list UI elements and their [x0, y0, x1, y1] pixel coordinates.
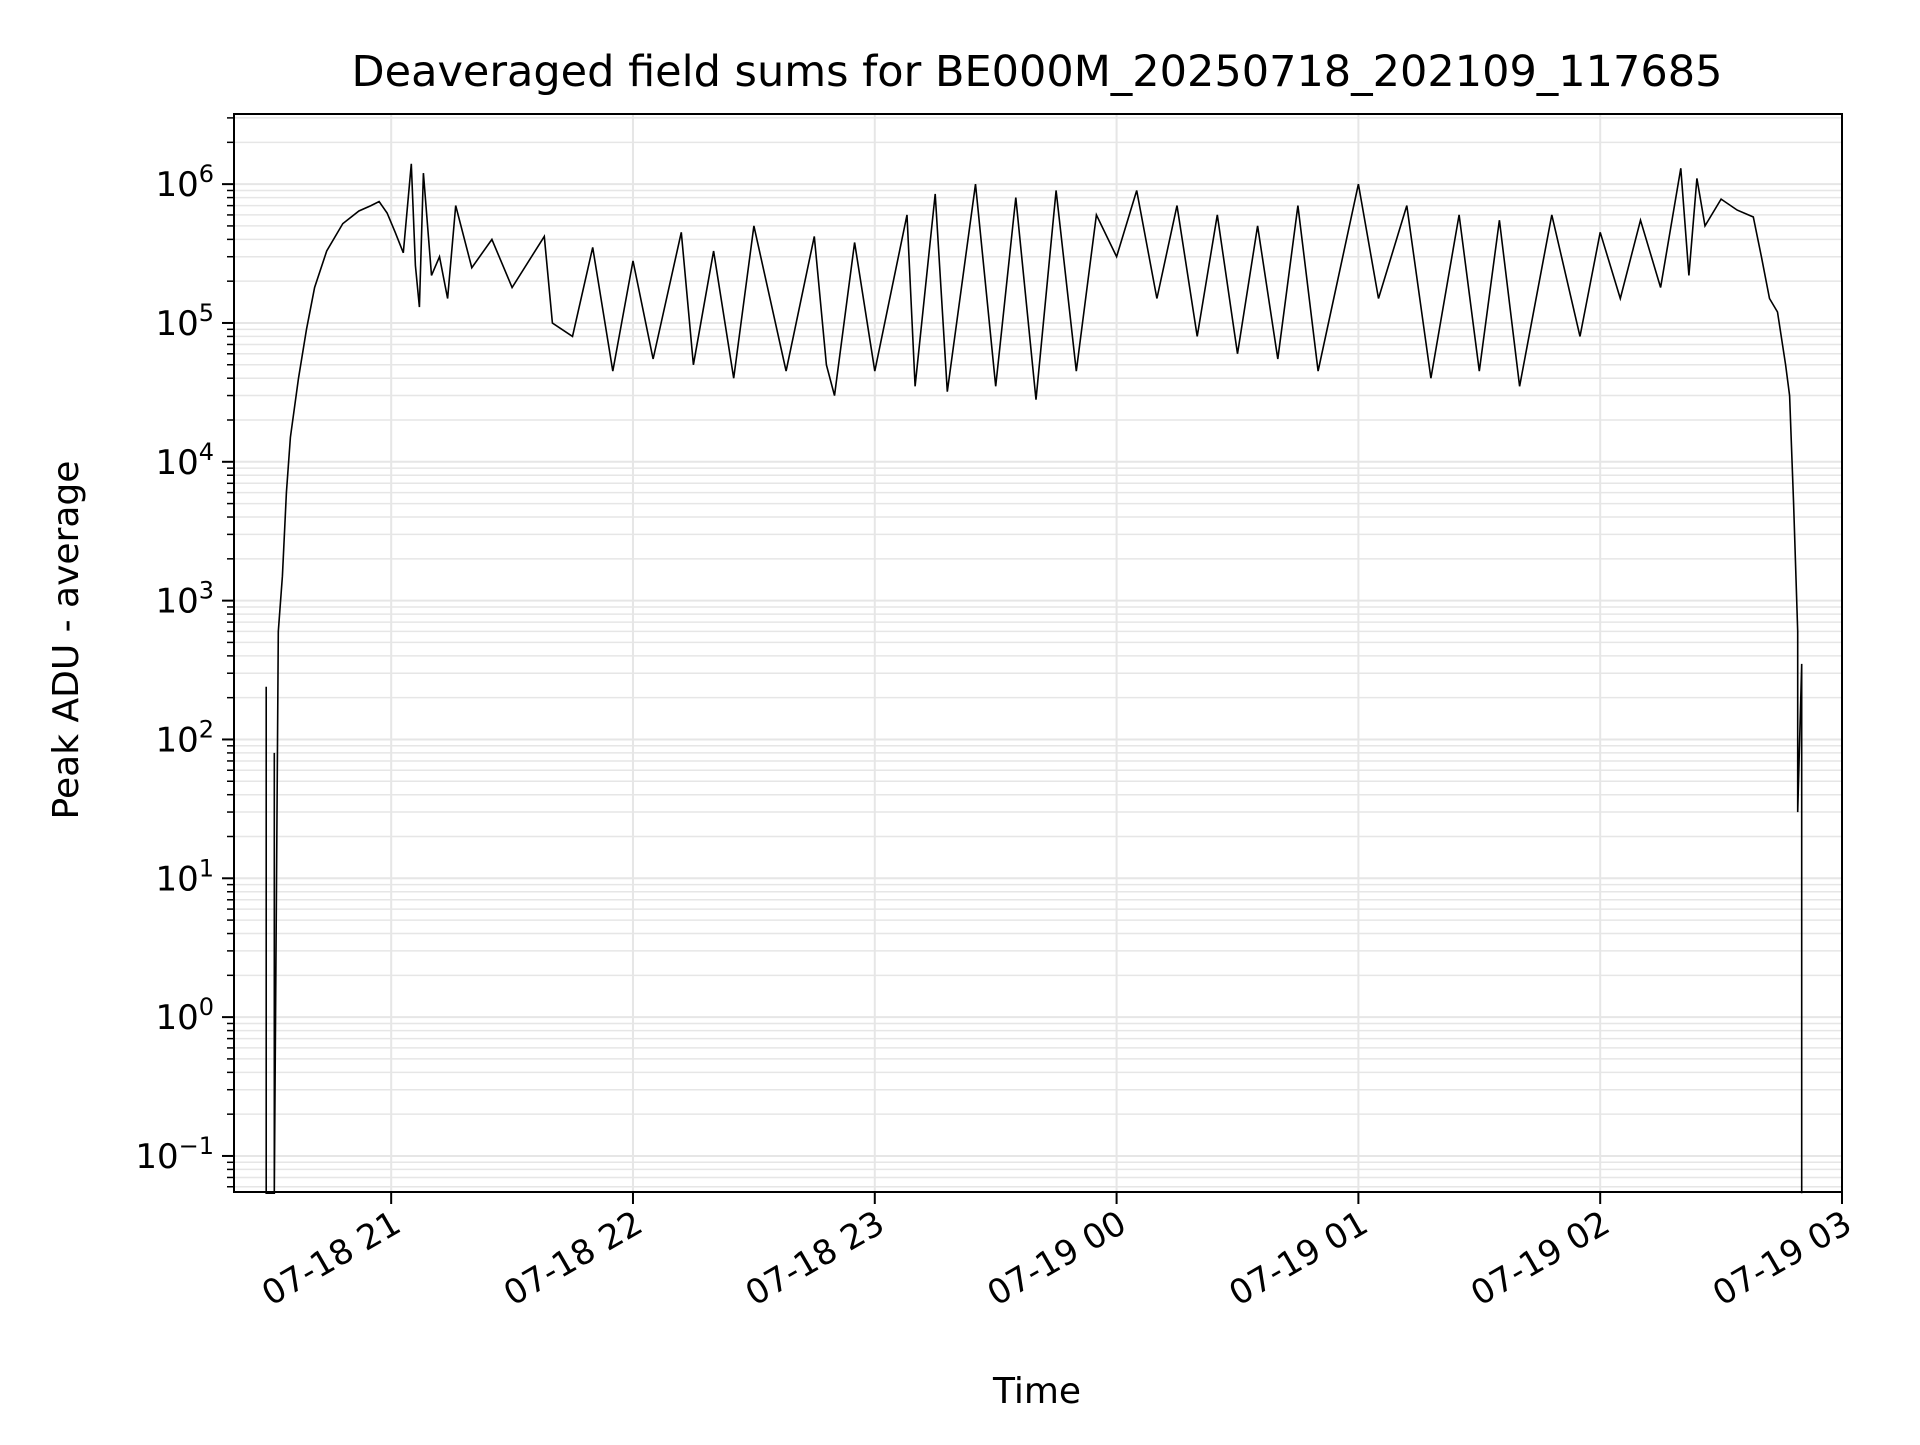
y-tick-label: 101 — [155, 854, 214, 899]
plot-frame — [233, 113, 1843, 1193]
y-tick-label: 102 — [155, 715, 214, 760]
chart-title: Deaveraged field sums for BE000M_2025071… — [352, 47, 1723, 97]
y-tick-label: 105 — [155, 299, 214, 344]
grid-layer — [234, 114, 1843, 1192]
series-layer — [265, 163, 1803, 1194]
x-axis-label: Time — [992, 1371, 1081, 1412]
y-tick-label: 100 — [155, 993, 214, 1038]
series-line-0 — [265, 163, 1803, 1194]
y-tick-label: 104 — [155, 438, 214, 483]
y-tick-label: 103 — [155, 577, 214, 622]
y-axis-label: Peak ADU - average — [46, 461, 87, 820]
y-tick-label: 106 — [155, 160, 214, 205]
y-tick-label: 10−1 — [135, 1132, 214, 1177]
